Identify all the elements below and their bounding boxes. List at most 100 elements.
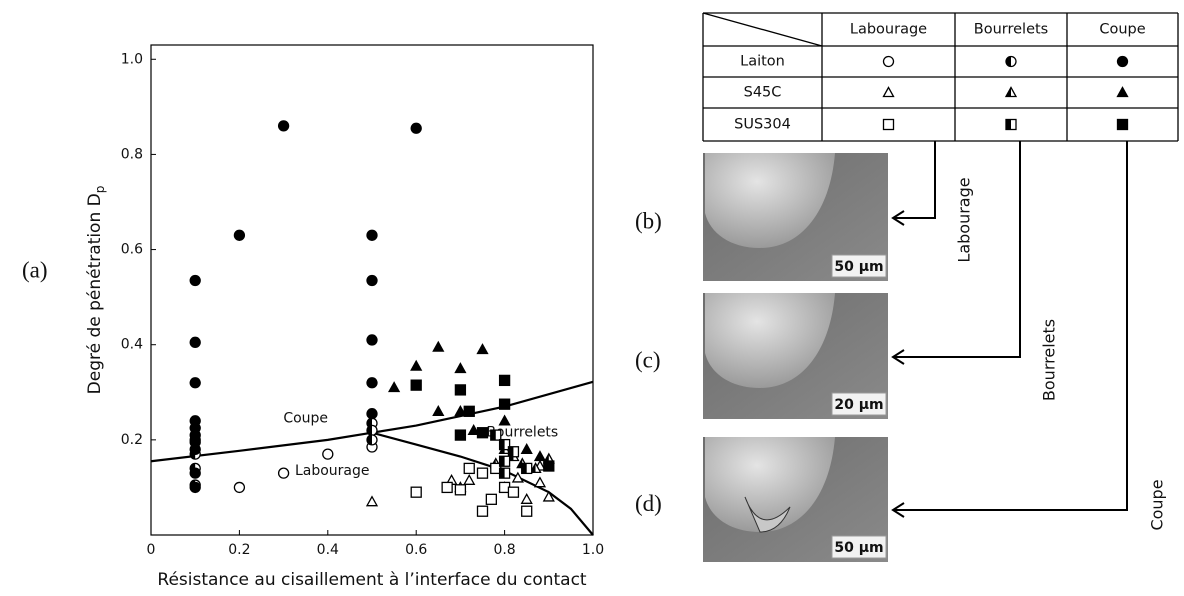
legend-symbol bbox=[882, 86, 895, 98]
marker-shape bbox=[498, 398, 511, 410]
marker-shape bbox=[520, 492, 533, 504]
data-point bbox=[233, 481, 246, 494]
legend-symbol bbox=[1005, 55, 1017, 68]
marker-shape bbox=[366, 229, 378, 241]
y-label-text: Degré de pénétration D bbox=[85, 193, 105, 394]
data-point bbox=[410, 359, 423, 371]
marker-shape bbox=[277, 120, 290, 132]
data-point bbox=[189, 481, 201, 494]
data-point bbox=[366, 334, 378, 346]
connector bbox=[895, 141, 1128, 511]
row-header: Laiton bbox=[740, 54, 785, 70]
y-tick-label: 1.0 bbox=[121, 51, 143, 67]
data-point bbox=[543, 460, 555, 472]
x-tick-label: 0.4 bbox=[317, 542, 339, 558]
row-header: SUS304 bbox=[734, 117, 791, 133]
data-point bbox=[490, 429, 502, 441]
data-point bbox=[189, 274, 201, 287]
x-tick-label: 0.6 bbox=[405, 542, 427, 558]
data-point bbox=[454, 362, 467, 374]
data-point bbox=[366, 408, 378, 420]
region-label: Bourrelets bbox=[486, 425, 558, 441]
data-point bbox=[410, 122, 422, 134]
data-point bbox=[476, 427, 489, 439]
marker-shape bbox=[189, 481, 201, 494]
y-tick-label: 0.8 bbox=[121, 146, 143, 162]
marker-shape bbox=[485, 493, 497, 505]
marker-half bbox=[499, 468, 505, 479]
marker-half bbox=[508, 446, 514, 457]
marker-shape bbox=[454, 429, 467, 441]
marker-shape bbox=[476, 427, 489, 439]
data-point bbox=[410, 486, 422, 498]
marker-shape bbox=[410, 486, 422, 498]
legend-symbol bbox=[1005, 118, 1017, 131]
data-point bbox=[189, 377, 201, 389]
marker-half bbox=[499, 456, 505, 467]
region-label: Coupe bbox=[283, 410, 328, 426]
data-point bbox=[507, 486, 520, 498]
marker-shape bbox=[387, 381, 401, 393]
marker-shape bbox=[498, 414, 511, 426]
data-point bbox=[507, 446, 520, 458]
debris bbox=[744, 496, 791, 533]
y-tick-label: 0.2 bbox=[121, 432, 143, 448]
data-point bbox=[520, 443, 533, 455]
marker-shape bbox=[498, 374, 511, 387]
arrow-label: Bourrelets bbox=[1040, 319, 1059, 401]
legend-table: Labourage Bourrelets Coupe Laiton S45C SUS304 bbox=[702, 12, 1179, 142]
y-axis-label: Degré de pénétration Dp bbox=[85, 186, 107, 395]
data-point bbox=[432, 340, 445, 352]
data-point bbox=[476, 505, 489, 517]
marker-shape bbox=[189, 377, 201, 389]
tip-shape bbox=[705, 293, 835, 388]
legend-symbol bbox=[1116, 86, 1129, 98]
column-header: Bourrelets bbox=[974, 22, 1048, 38]
panel-label: (b) bbox=[635, 208, 662, 233]
scale-label: 20 μm bbox=[834, 397, 883, 413]
data-point bbox=[277, 467, 290, 479]
marker-shape bbox=[1116, 118, 1129, 131]
scale-box bbox=[831, 254, 887, 278]
connector bbox=[895, 141, 1021, 358]
marker-shape bbox=[454, 384, 467, 396]
data-point bbox=[511, 471, 524, 483]
column-header: Labourage bbox=[850, 22, 927, 38]
marker-shape bbox=[233, 229, 246, 241]
data-point bbox=[520, 492, 533, 504]
marker-half bbox=[1006, 87, 1011, 97]
marker-shape bbox=[365, 495, 379, 507]
data-point bbox=[463, 473, 476, 485]
data-point bbox=[366, 274, 378, 287]
table-diagonal bbox=[702, 12, 823, 47]
marker-shape bbox=[454, 404, 467, 416]
region-label: Labourage bbox=[295, 463, 370, 479]
data-point bbox=[498, 467, 511, 479]
micrographs: (b) 50 μm Labourage (c) 20 μm Bourrelets (d) 50… bbox=[635, 153, 1167, 562]
x-tick-label: 1.0 bbox=[582, 542, 604, 558]
marker-shape bbox=[476, 467, 489, 479]
panel-label: (d) bbox=[635, 491, 662, 516]
marker-shape bbox=[542, 490, 555, 502]
data-point bbox=[476, 467, 489, 479]
marker-shape bbox=[366, 377, 378, 389]
arrow-label: Coupe bbox=[1148, 479, 1167, 530]
y-label-subscript: p bbox=[93, 186, 107, 194]
scale-label: 50 μm bbox=[834, 259, 883, 275]
data-point bbox=[189, 336, 201, 348]
legend-symbol bbox=[1116, 118, 1129, 131]
plot-frame bbox=[150, 44, 594, 536]
marker-shape bbox=[410, 359, 423, 371]
data-point bbox=[533, 450, 547, 462]
marker-shape bbox=[476, 505, 489, 517]
arrow-label: Labourage bbox=[955, 177, 974, 262]
legend-symbol bbox=[1116, 55, 1129, 68]
data-point bbox=[498, 374, 511, 387]
data-point bbox=[365, 495, 379, 507]
x-tick-label: 0 bbox=[147, 542, 156, 558]
legend-symbol bbox=[882, 55, 895, 68]
marker-shape bbox=[533, 476, 547, 488]
marker-shape bbox=[463, 405, 475, 417]
marker-shape bbox=[189, 443, 201, 456]
marker-shape bbox=[454, 362, 467, 374]
